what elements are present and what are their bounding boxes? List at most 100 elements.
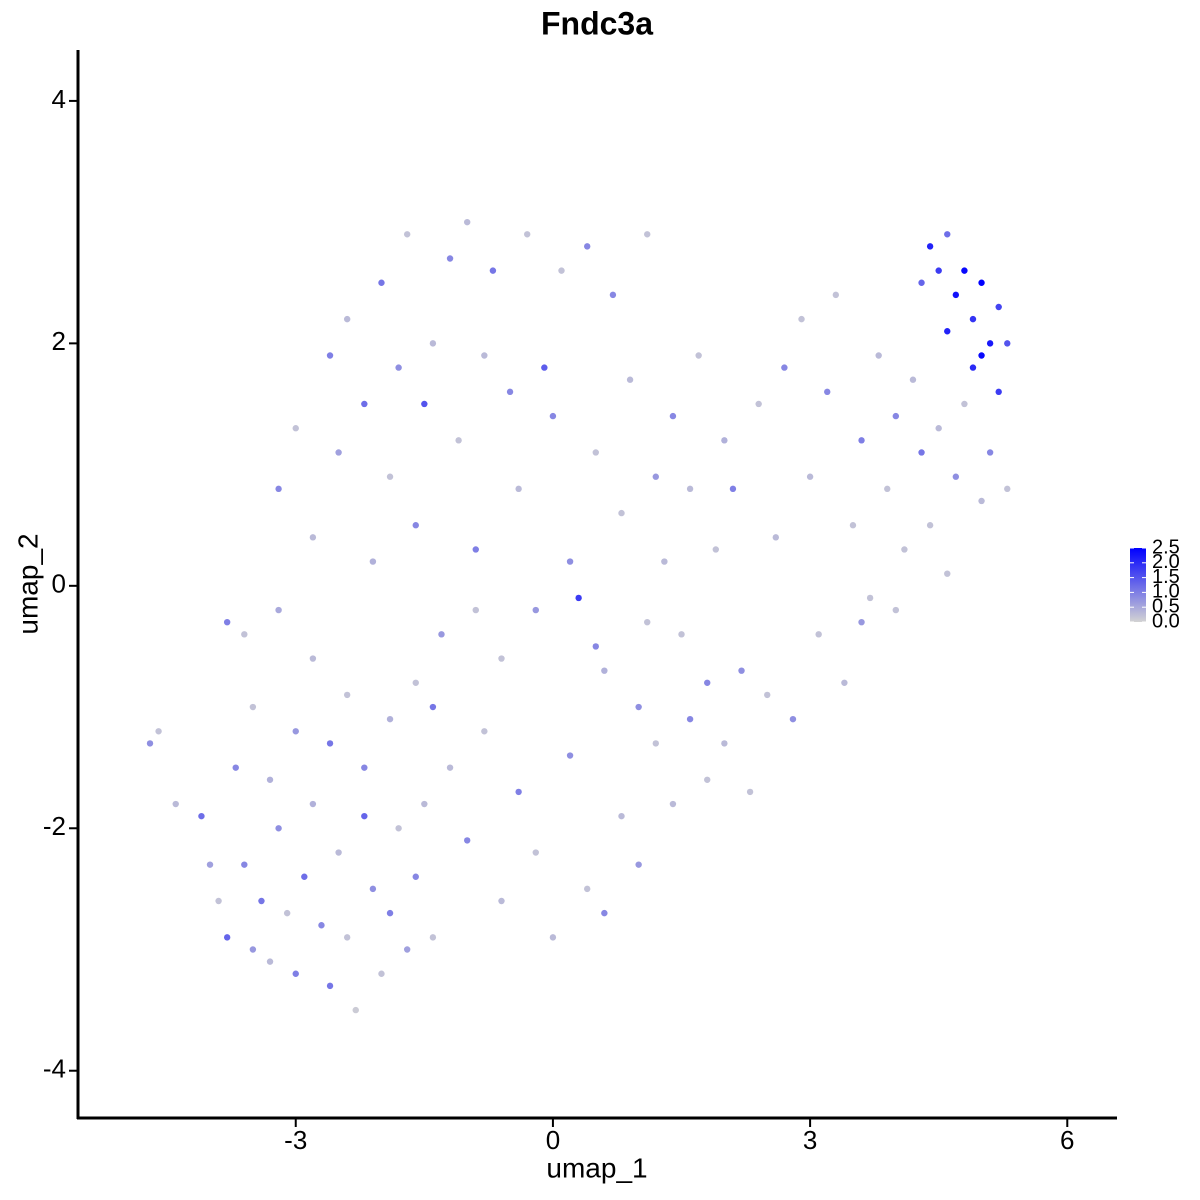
point [944, 231, 951, 238]
point [995, 388, 1002, 396]
point [429, 340, 437, 347]
x-axis-title: umap_1 [546, 1152, 647, 1183]
point [515, 485, 522, 493]
point [601, 667, 608, 674]
colorbar [1130, 548, 1146, 622]
y-tick-label: -2 [43, 811, 66, 841]
point [686, 715, 694, 723]
point [241, 631, 248, 638]
point [421, 800, 428, 808]
point [532, 606, 539, 614]
point [438, 631, 445, 638]
point [969, 315, 977, 323]
point [498, 897, 505, 905]
colorbar-tick-label: 2.0 [1152, 551, 1180, 573]
point [926, 243, 934, 250]
point [601, 909, 608, 917]
point [824, 388, 831, 396]
point [841, 679, 848, 686]
point [712, 546, 720, 553]
colorbar-tick-label: 0.0 [1152, 610, 1180, 632]
point [318, 922, 325, 929]
point [952, 291, 960, 299]
point [978, 497, 985, 505]
point [386, 715, 394, 723]
point [901, 546, 908, 553]
point [412, 679, 419, 686]
point [146, 740, 154, 747]
point [592, 643, 599, 650]
point [746, 788, 754, 796]
point [558, 267, 565, 274]
point [584, 885, 591, 893]
point [292, 970, 299, 977]
point [446, 255, 454, 262]
point [961, 267, 968, 274]
point [335, 449, 342, 456]
point [429, 703, 437, 711]
point [635, 703, 642, 711]
point [249, 703, 257, 711]
point [1004, 485, 1011, 493]
point [446, 764, 454, 771]
point [455, 437, 462, 444]
point [892, 606, 900, 614]
point [918, 449, 925, 456]
point [798, 315, 805, 323]
point [386, 473, 394, 480]
point [969, 364, 977, 371]
point [343, 691, 351, 699]
point [498, 655, 505, 662]
point [618, 509, 625, 517]
x-tick-label: 0 [546, 1125, 560, 1155]
point [361, 764, 368, 771]
point [944, 328, 951, 335]
point [506, 388, 514, 396]
point [524, 231, 531, 238]
point [292, 425, 299, 432]
point [772, 534, 780, 541]
point [652, 473, 659, 480]
point [952, 473, 960, 480]
point [909, 376, 917, 383]
point [935, 425, 942, 432]
y-tick-label: 4 [52, 84, 66, 114]
x-tick-label: 3 [803, 1125, 817, 1155]
point [652, 740, 659, 747]
point [223, 934, 231, 941]
point [1004, 340, 1011, 347]
point [644, 231, 651, 238]
point [206, 861, 214, 868]
point [275, 606, 282, 614]
point [704, 679, 711, 686]
point [395, 825, 402, 832]
point [686, 485, 694, 493]
y-tick-label: 0 [52, 569, 66, 599]
colorbar-tick-label: 1.5 [1152, 566, 1180, 588]
point [326, 740, 334, 747]
point [566, 558, 574, 565]
point [858, 618, 865, 626]
point [678, 631, 685, 638]
point [729, 485, 737, 493]
point [421, 400, 428, 408]
point [738, 667, 745, 674]
y-tick-label: 2 [52, 326, 66, 356]
point [343, 934, 351, 941]
y-tick-label: -4 [43, 1054, 66, 1084]
point [944, 570, 951, 577]
point [403, 231, 411, 238]
point [978, 279, 985, 286]
point [489, 267, 497, 274]
point [241, 861, 248, 868]
point [198, 812, 205, 820]
point [549, 934, 557, 941]
point [378, 279, 385, 286]
point [472, 606, 479, 614]
point [669, 800, 677, 808]
point [721, 437, 728, 444]
point [266, 776, 274, 783]
point [961, 400, 968, 408]
colorbar-tick-label: 2.5 [1152, 536, 1180, 558]
point [309, 534, 317, 541]
